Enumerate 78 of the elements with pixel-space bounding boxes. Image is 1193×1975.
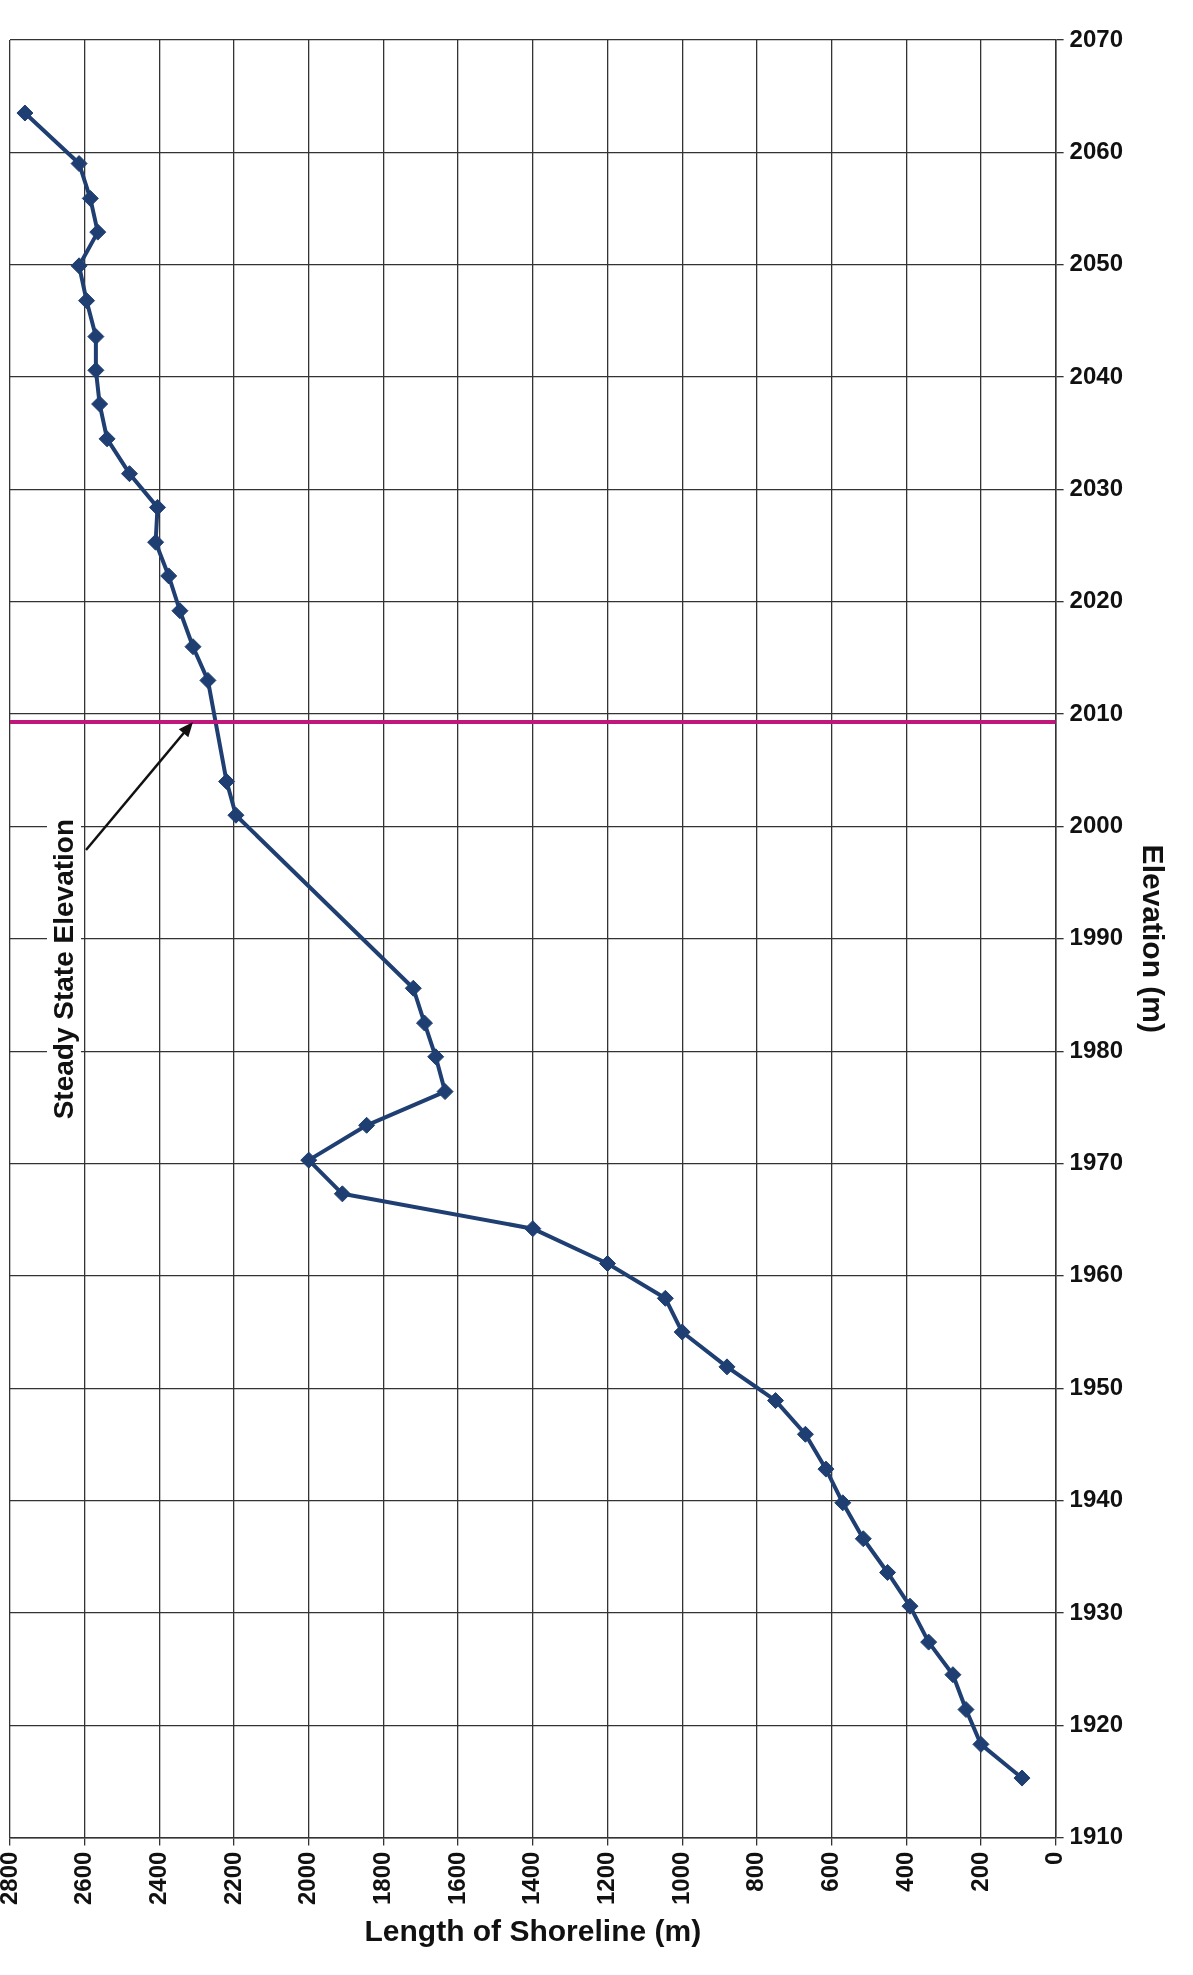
x-tick-label: 1800 — [368, 1851, 396, 1905]
point — [199, 671, 217, 689]
point — [834, 1494, 852, 1512]
point — [300, 1151, 318, 1169]
point — [160, 567, 178, 585]
x-tick-label: 600 — [816, 1851, 844, 1892]
point — [87, 361, 105, 379]
y-tick-label: 2070 — [1069, 24, 1123, 52]
y-tick-label: 2010 — [1069, 698, 1123, 726]
annotation: Steady State Elevation — [47, 818, 79, 1120]
point — [1013, 1769, 1031, 1787]
point — [89, 223, 107, 241]
y-tick-label: 1980 — [1069, 1035, 1123, 1063]
y-tick-label: 2000 — [1069, 811, 1123, 839]
x-axis-title: Length of Shoreline (m) — [364, 1914, 702, 1948]
y-tick-label: 1910 — [1069, 1822, 1123, 1850]
y-tick-label: 1960 — [1069, 1260, 1123, 1288]
x-tick-label: 400 — [890, 1851, 918, 1892]
point — [184, 638, 202, 656]
point — [91, 395, 109, 413]
x-tick-label: 1400 — [517, 1851, 545, 1905]
point — [404, 979, 422, 997]
x-tick-label: 1000 — [666, 1851, 694, 1905]
point — [718, 1358, 736, 1376]
y-tick-label: 2020 — [1069, 586, 1123, 614]
point — [817, 1460, 835, 1478]
y-tick-label: 2040 — [1069, 361, 1123, 389]
point — [171, 602, 189, 620]
point — [972, 1735, 990, 1753]
point — [218, 773, 236, 791]
y-tick-label: 1950 — [1069, 1372, 1123, 1400]
x-tick-label: 200 — [965, 1851, 993, 1892]
point — [227, 806, 245, 824]
point — [121, 465, 138, 483]
x-tick-label: 1200 — [592, 1851, 620, 1905]
y-tick-label: 1940 — [1069, 1485, 1123, 1513]
point — [767, 1392, 785, 1410]
point — [98, 430, 116, 448]
point — [147, 533, 165, 551]
x-tick-label: 2800 — [0, 1851, 22, 1905]
point — [358, 1116, 376, 1134]
point — [416, 1014, 434, 1032]
x-tick-label: 1600 — [442, 1851, 470, 1905]
x-tick-label: 2600 — [69, 1851, 97, 1905]
point — [70, 257, 88, 275]
point — [78, 292, 96, 310]
point — [87, 328, 105, 346]
y-tick-label: 1930 — [1069, 1597, 1123, 1625]
point — [944, 1666, 962, 1684]
point — [957, 1701, 975, 1719]
y-tick-label: 1920 — [1069, 1709, 1123, 1737]
y-axis-title: Elevation (m) — [1136, 844, 1170, 1033]
point — [854, 1530, 872, 1548]
point — [796, 1425, 814, 1443]
point — [70, 155, 88, 173]
point — [81, 189, 99, 207]
y-tick-label: 1970 — [1069, 1148, 1123, 1176]
y-tick-label: 1990 — [1069, 923, 1123, 951]
point — [920, 1633, 938, 1651]
point — [656, 1289, 674, 1307]
x-tick-label: 2400 — [144, 1851, 171, 1905]
y-tick-label: 2050 — [1069, 249, 1123, 277]
point — [16, 104, 34, 122]
point — [333, 1185, 351, 1203]
point — [901, 1597, 919, 1615]
y-tick-label: 2060 — [1069, 136, 1123, 164]
point — [598, 1255, 616, 1272]
x-tick-label: 800 — [741, 1851, 769, 1892]
x-tick-label: 0 — [1040, 1851, 1068, 1865]
point — [673, 1323, 691, 1341]
x-tick-label: 2200 — [218, 1851, 246, 1905]
point — [427, 1048, 445, 1066]
point — [436, 1083, 454, 1101]
x-tick-label: 2000 — [293, 1851, 321, 1905]
y-tick-label: 2030 — [1069, 474, 1123, 502]
point — [149, 498, 167, 516]
point — [879, 1563, 897, 1581]
point — [524, 1220, 542, 1238]
